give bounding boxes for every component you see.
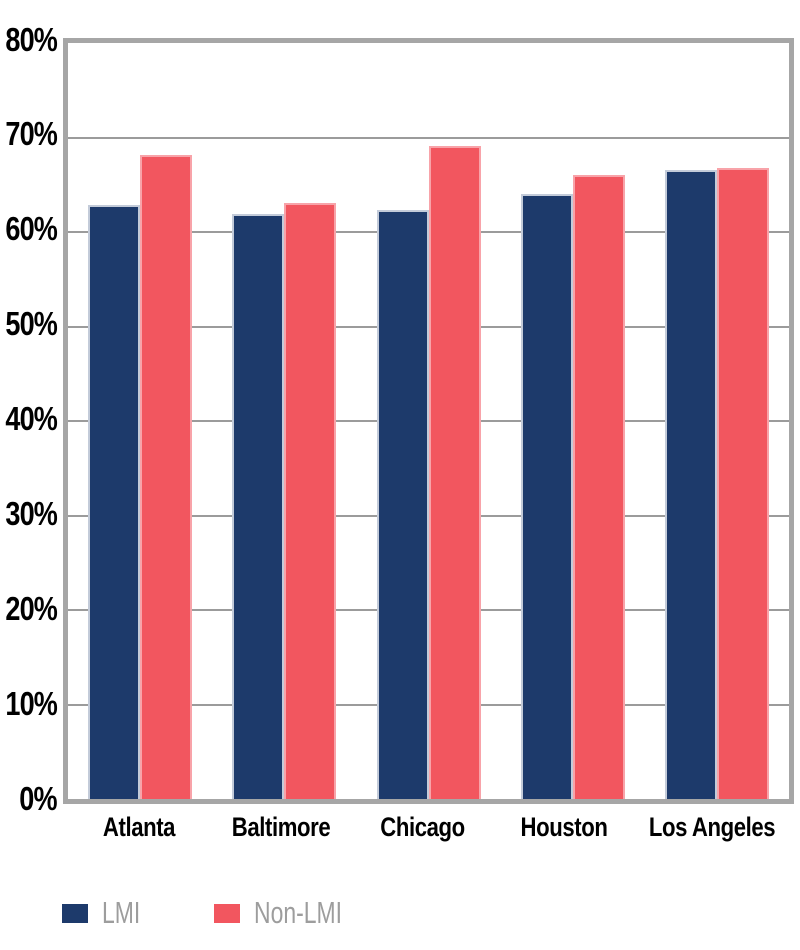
y-axis-tick-label: 0% bbox=[19, 779, 58, 817]
bar-non-lmi-baltimore bbox=[284, 202, 337, 799]
bar-lmi-chicago bbox=[376, 210, 429, 799]
bar-group-chicago bbox=[356, 43, 500, 799]
legend: LMI Non-LMI bbox=[62, 895, 373, 931]
legend-swatch-lmi bbox=[62, 903, 88, 923]
y-axis-tick-label: 10% bbox=[5, 685, 58, 723]
legend-label-non-lmi: Non-LMI bbox=[253, 895, 342, 930]
bar-group-houston bbox=[501, 43, 645, 799]
x-axis-label-cell: Baltimore bbox=[210, 812, 352, 852]
y-axis-tick-label: 20% bbox=[5, 590, 58, 628]
x-axis-category-label: Atlanta bbox=[102, 812, 176, 842]
y-axis-tick-label: 40% bbox=[5, 400, 58, 438]
bar-lmi-houston bbox=[520, 194, 573, 799]
x-axis-label-cell: Chicago bbox=[351, 812, 493, 852]
plot-area bbox=[63, 38, 794, 804]
bar-group-baltimore bbox=[212, 43, 356, 799]
legend-swatch-non-lmi bbox=[213, 903, 240, 923]
x-axis-label-cell: Atlanta bbox=[68, 812, 210, 852]
bar-lmi-atlanta bbox=[88, 204, 141, 799]
x-axis-category-label: Houston bbox=[520, 812, 608, 842]
x-axis-category-label: Chicago bbox=[380, 812, 465, 842]
bar-non-lmi-los-angeles bbox=[716, 167, 769, 799]
x-axis: Atlanta Baltimore Chicago Houston Los Angele… bbox=[68, 812, 789, 852]
y-axis-tick-label: 70% bbox=[5, 115, 58, 153]
y-axis: 80% 70% 60% 50% 40% 30% 20% 10% 0% bbox=[0, 0, 58, 950]
legend-item-lmi: LMI bbox=[62, 895, 154, 931]
y-axis-tick-label: 60% bbox=[5, 210, 58, 248]
bar-group-los-angeles bbox=[645, 43, 789, 799]
bar-groups bbox=[68, 43, 789, 799]
bar-non-lmi-atlanta bbox=[140, 155, 193, 799]
bar-non-lmi-houston bbox=[572, 175, 625, 799]
x-axis-label-cell: Houston bbox=[493, 812, 635, 852]
x-axis-category-label: Baltimore bbox=[231, 812, 330, 842]
y-axis-tick-label: 80% bbox=[5, 20, 58, 58]
bar-group-atlanta bbox=[68, 43, 212, 799]
y-axis-tick-label: 50% bbox=[5, 305, 58, 343]
legend-item-non-lmi: Non-LMI bbox=[213, 895, 373, 931]
bar-lmi-baltimore bbox=[232, 214, 285, 799]
x-axis-category-label: Los Angeles bbox=[648, 812, 776, 842]
bar-non-lmi-chicago bbox=[428, 146, 481, 799]
x-axis-label-cell: Los Angeles bbox=[635, 812, 789, 852]
legend-label-lmi: LMI bbox=[102, 895, 141, 930]
gridline bbox=[68, 136, 789, 139]
y-axis-tick-label: 30% bbox=[5, 495, 58, 533]
bar-lmi-los-angeles bbox=[664, 169, 717, 799]
